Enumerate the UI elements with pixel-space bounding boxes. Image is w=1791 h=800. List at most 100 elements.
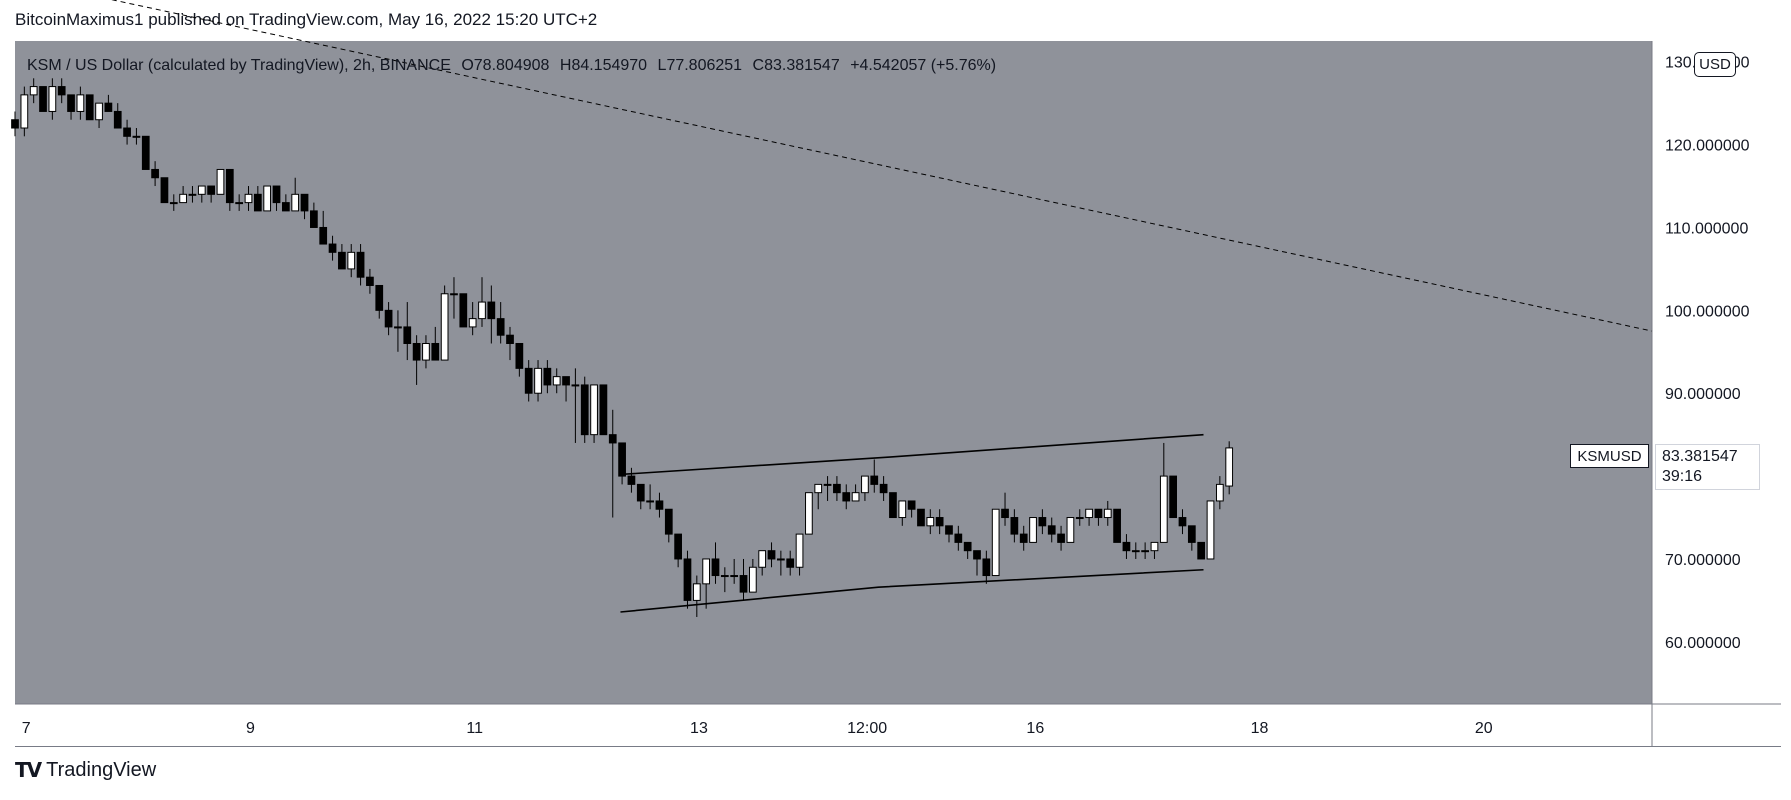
candle [478, 277, 486, 327]
candle-body [412, 342, 421, 361]
candle [216, 168, 225, 195]
candle [748, 558, 757, 593]
legend-open-label: O [461, 57, 473, 74]
currency-button[interactable]: USD [1694, 52, 1736, 77]
candle-body [954, 533, 963, 543]
candle [590, 384, 598, 443]
candle [1159, 442, 1168, 543]
candle [95, 102, 103, 129]
candle-body [702, 558, 711, 585]
candle-body [366, 276, 374, 286]
candle [338, 244, 346, 270]
candle-body [795, 533, 804, 568]
candle [235, 194, 244, 211]
candle-body [870, 475, 879, 485]
candle-body [468, 318, 477, 328]
candle-body [1001, 508, 1009, 519]
candle-body [1103, 508, 1112, 519]
candle [1029, 517, 1037, 543]
candle-body [748, 566, 757, 593]
candle-body [384, 309, 393, 328]
candle [1113, 508, 1121, 543]
candle [833, 476, 841, 501]
candle [487, 285, 496, 344]
candle [291, 177, 300, 212]
candle-body [618, 442, 626, 477]
candle-body [907, 500, 916, 510]
price-axis-labels: 120.000000 110.000000 100.000000 90.000000 7… [1665, 55, 1750, 652]
candle-body [300, 193, 309, 212]
candle [207, 185, 215, 203]
candle [412, 335, 421, 385]
price-tick-label: 90.000000 [1665, 386, 1741, 403]
candle-body [67, 94, 75, 112]
candle [1075, 509, 1084, 526]
candle-body [879, 483, 888, 494]
legend-close-label: C [753, 57, 765, 74]
candle-body [207, 185, 215, 195]
candle-body [552, 376, 561, 386]
candle [188, 186, 197, 203]
candle-body [20, 94, 29, 129]
candle-body [720, 575, 729, 578]
candle-body [141, 135, 150, 170]
candle [244, 186, 253, 211]
candle-body [786, 558, 795, 568]
tradingview-logo-icon: TV [15, 758, 42, 782]
candle-body [496, 318, 505, 336]
candle [608, 409, 617, 518]
candle [104, 94, 113, 112]
candle [132, 128, 141, 145]
candle-body [1057, 533, 1065, 543]
time-tick-label: 13 [690, 720, 708, 737]
time-tick-label: 11 [466, 720, 483, 737]
candle-body [310, 210, 318, 228]
candle-body [524, 367, 533, 394]
candle [1225, 441, 1234, 495]
candle-body [917, 508, 925, 527]
legend-low-label: L [658, 57, 667, 74]
candle-body [225, 168, 234, 204]
candle [29, 78, 38, 104]
candle-body [608, 434, 617, 444]
candle-body [1085, 508, 1093, 519]
candle [496, 302, 505, 344]
candle [1038, 509, 1047, 535]
candle [935, 509, 944, 535]
candle [300, 193, 309, 220]
candle [702, 558, 711, 609]
candle-body [291, 193, 300, 212]
candle-body [1225, 447, 1234, 487]
plot-area [15, 41, 1652, 704]
candle-body [562, 376, 570, 386]
candle [973, 550, 981, 576]
candle-body [599, 384, 608, 436]
candle-body [132, 135, 141, 138]
candle-body [1122, 541, 1131, 552]
candle [151, 161, 159, 187]
time-tick-label: 7 [22, 720, 31, 737]
candle [384, 302, 393, 336]
candle-body [655, 500, 664, 510]
candle [898, 500, 907, 526]
candle [552, 368, 561, 394]
candle [805, 492, 813, 535]
candle-body [216, 168, 225, 195]
candle [1197, 541, 1206, 560]
candle [431, 326, 440, 361]
candle [842, 484, 851, 510]
footer-brand-label: TradingView [46, 758, 157, 781]
candle [197, 185, 206, 203]
candle [739, 558, 748, 601]
candle-body [1075, 517, 1084, 520]
candle-body [1047, 525, 1056, 535]
candle [1019, 525, 1028, 551]
candle [692, 575, 701, 617]
price-tick-label: 100.000000 [1665, 303, 1750, 320]
candle [795, 533, 804, 576]
time-axis-labels: 7 9 11 13 12:00 16 18 20 [22, 720, 1493, 737]
time-tick-label: 12:00 [847, 720, 887, 737]
candle [767, 542, 776, 568]
footer-brand[interactable]: TV TradingView [15, 758, 156, 782]
